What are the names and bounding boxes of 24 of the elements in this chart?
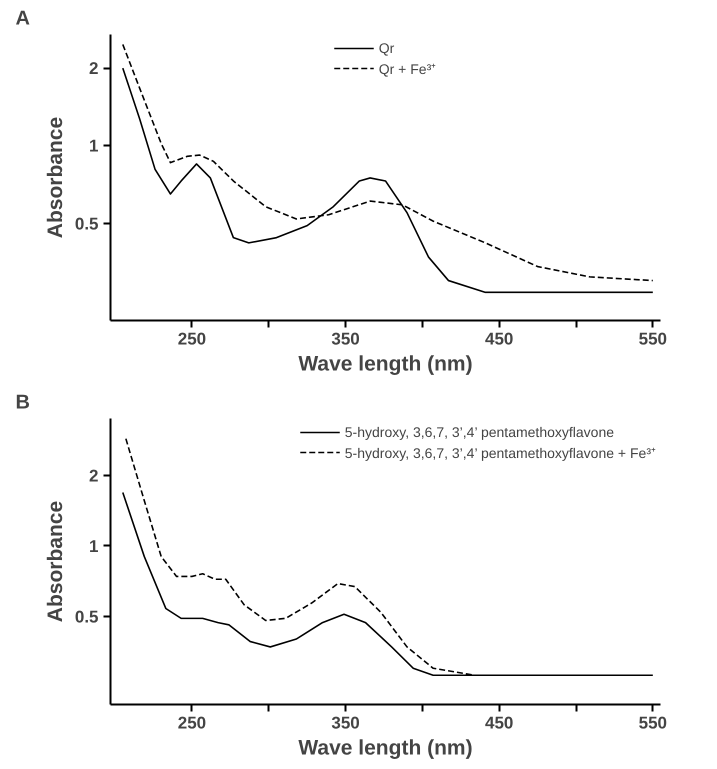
x-tick-label: 350 (331, 330, 360, 348)
legend-label: Qr + Fe³⁺ (378, 60, 436, 78)
x-tick-label: 250 (178, 330, 206, 348)
legend-label: 5-hydroxy, 3,6,7, 3’,4’ pentamethoxyflavone (344, 424, 614, 440)
x-axis-title: Wave length (nm) (298, 736, 473, 760)
y-axis-title: Absorbance (44, 500, 67, 622)
y-tick-label: 2 (89, 59, 99, 78)
y-tick-label: 1 (89, 536, 99, 556)
x-tick-label: 450 (485, 714, 514, 732)
y-tick-label: 0.5 (74, 607, 99, 626)
y-tick-label: 1 (89, 136, 99, 156)
y-tick-label: 0.5 (74, 214, 99, 234)
y-tick-label: 2 (89, 466, 99, 486)
chart-title: B (16, 392, 30, 414)
x-tick-label: 450 (485, 330, 514, 348)
y-axis-title: Absorbance (44, 116, 67, 238)
x-tick-label: 250 (178, 714, 206, 732)
x-axis-title: Wave length (nm) (298, 352, 473, 376)
legend-label: 5-hydroxy, 3,6,7, 3’,4’ pentamethoxyflavone + Fe³⁺ (344, 444, 656, 462)
chart-title: A (16, 8, 30, 30)
x-tick-label: 350 (331, 714, 360, 732)
x-tick-label: 550 (638, 330, 668, 348)
x-tick-label: 550 (638, 714, 668, 732)
legend-label: Qr (378, 40, 396, 56)
